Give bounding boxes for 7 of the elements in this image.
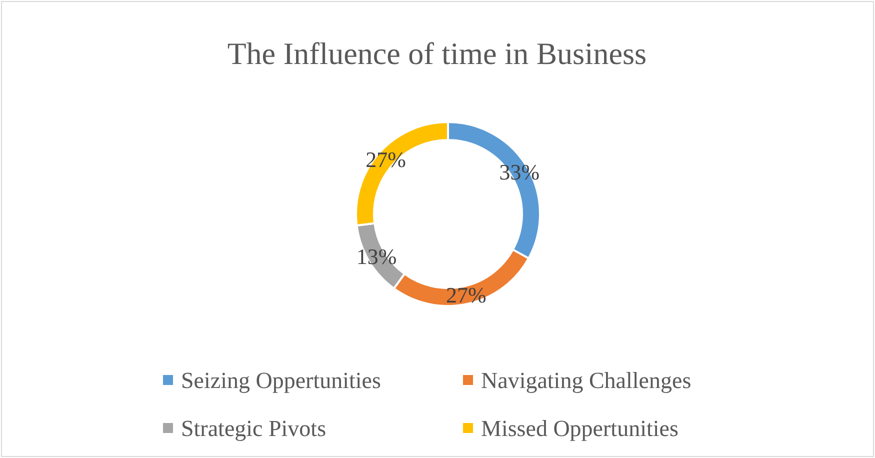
legend-label: Missed Oppertunities	[481, 416, 678, 442]
data-label: 13%	[356, 244, 397, 269]
legend-label: Navigating Challenges	[481, 368, 692, 394]
legend-label: Seizing Oppertunities	[181, 368, 381, 394]
data-label: 27%	[446, 282, 486, 308]
legend-label: Strategic Pivots	[181, 416, 326, 442]
chart-title: The Influence of time in Business	[227, 36, 647, 71]
